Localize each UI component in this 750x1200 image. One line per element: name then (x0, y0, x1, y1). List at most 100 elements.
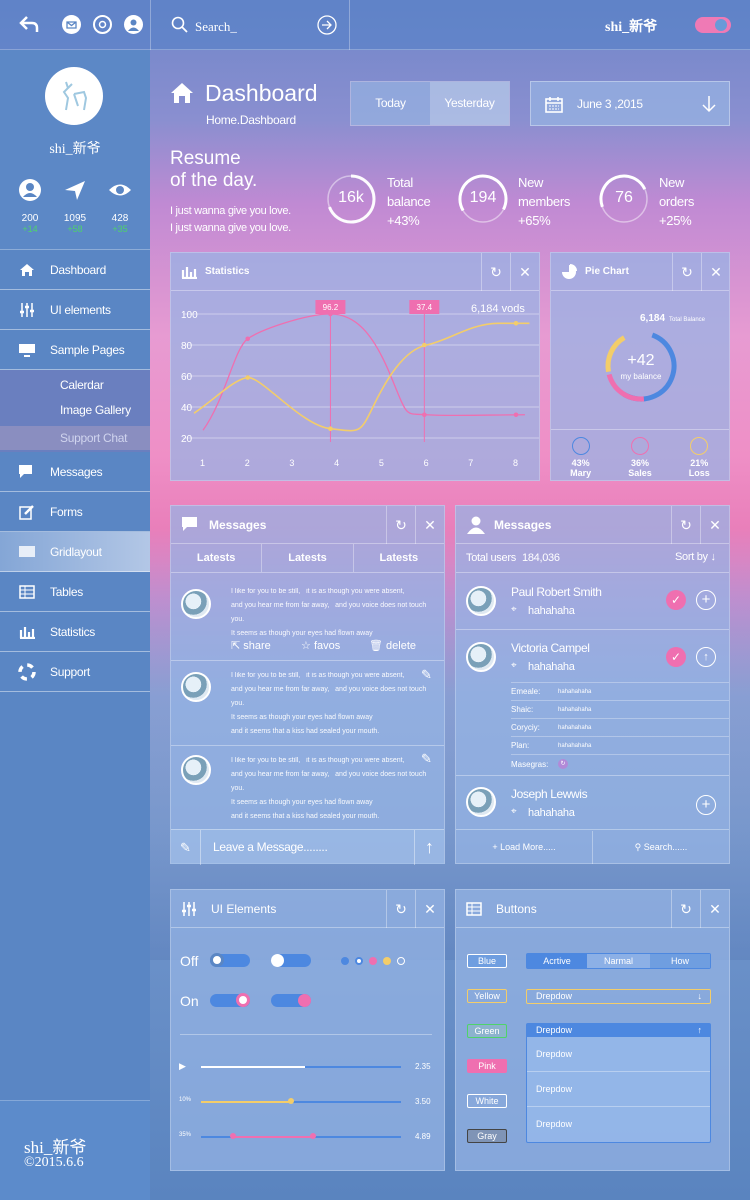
user-search-button[interactable]: ⚲ Search...... (634, 842, 688, 852)
dropdown-option[interactable]: Drepdow (536, 1119, 573, 1129)
avatar (181, 672, 211, 702)
green-button[interactable]: Green (467, 1024, 507, 1038)
close-button[interactable]: ✕ (701, 253, 730, 291)
check-button[interactable]: ✓ (666, 647, 686, 667)
radio-group[interactable] (341, 957, 405, 965)
yellow-button[interactable]: Yellow (467, 989, 507, 1003)
tab-latests[interactable]: Latests (262, 544, 354, 572)
person-icon (467, 516, 485, 534)
edit-icon[interactable]: ✎ (421, 667, 432, 682)
user-icon[interactable] (124, 15, 143, 34)
date-picker[interactable]: June 3 ,2015 (530, 81, 730, 126)
dropdown-option[interactable]: Drepdow (527, 1037, 710, 1072)
refresh-button[interactable]: ↻ (671, 506, 700, 544)
sub-image-gallery[interactable]: Image Gallery (60, 403, 131, 417)
tooltip-value: 37.4 (417, 303, 433, 312)
slider-1[interactable]: ▶ 2.35 (179, 1061, 431, 1071)
profile-panel: shi_新爷 200 +14 1095 +58 428 +35 (0, 50, 150, 250)
refresh-button[interactable]: ↻ (481, 253, 510, 291)
theme-toggle[interactable] (695, 17, 731, 33)
tab-latests[interactable]: Latests (379, 552, 419, 564)
location-icon: ⌖ (511, 660, 517, 671)
delete-action[interactable]: 🗑 delete (369, 640, 417, 652)
send-button[interactable]: ↑ (414, 830, 444, 865)
gray-button[interactable]: Gray (467, 1129, 507, 1143)
toggle-off[interactable] (210, 953, 250, 967)
y-tick-label: 80 (181, 341, 193, 352)
message-item[interactable]: ✎ I like for you to be still, it is as t… (171, 747, 444, 829)
favos-action[interactable]: ☆ favos (301, 640, 341, 652)
nav-statistics[interactable]: Statistics (0, 612, 150, 652)
nav-dashboard[interactable]: Dashboard (0, 250, 150, 290)
load-more-button[interactable]: + Load More..... (456, 831, 593, 864)
toggle-on[interactable] (210, 993, 250, 1007)
pie-center-label: my balance (620, 372, 662, 381)
nav-gridlayout[interactable]: Gridlayout (0, 532, 150, 572)
slider-3[interactable]: 35% 4.89 (179, 1132, 431, 1141)
card-header: Messages ↻ ✕ (171, 506, 444, 544)
breadcrumb[interactable]: Home.Dashboard (206, 113, 296, 127)
check-button[interactable]: ✓ (666, 590, 686, 610)
sort-by-button[interactable]: Sort by ↓ (675, 551, 716, 563)
close-button[interactable]: ✕ (415, 890, 444, 928)
message-item[interactable]: ✎ I like for you to be still, it is as t… (171, 662, 444, 746)
arrow-right-icon[interactable] (317, 15, 337, 35)
toggle-off-2[interactable] (271, 954, 311, 967)
x-tick-label: 8 (513, 458, 518, 468)
close-button[interactable]: ✕ (700, 890, 729, 928)
sub-calendar[interactable]: Calerdar (60, 378, 104, 392)
dropdown-option[interactable]: Drepdow (527, 1072, 710, 1107)
refresh-button[interactable]: ↻ (672, 253, 701, 291)
search-box[interactable]: Search_ (150, 0, 350, 50)
add-button[interactable]: + (696, 590, 716, 610)
nav-forms[interactable]: Forms (0, 492, 150, 532)
blue-button[interactable]: Blue (467, 954, 507, 968)
refresh-button[interactable]: ↻ (386, 506, 415, 544)
refresh-button[interactable]: ↻ (386, 890, 415, 928)
add-button[interactable]: + (696, 795, 716, 815)
message-input[interactable]: Leave a Message........ (213, 840, 328, 854)
refresh-button[interactable]: ↻ (671, 890, 700, 928)
arrow-down-icon[interactable] (701, 95, 717, 113)
pink-button[interactable]: Pink (467, 1059, 507, 1073)
mail-icon[interactable] (62, 15, 81, 34)
avatar (181, 755, 211, 785)
user-row[interactable]: Paul Robert Smith ⌖ hahahaha ✓ + (456, 575, 729, 630)
user-row[interactable]: Joseph Lewwis ⌖ hahahaha + (456, 777, 729, 830)
user-row[interactable]: Victoria Campel ⌖ hahahaha ✓ ↑ Emeale: ha… (456, 631, 729, 776)
avatar[interactable] (45, 67, 103, 125)
dropdown-header[interactable]: Drepdow ↑ (527, 1024, 710, 1037)
white-button[interactable]: White (467, 1094, 507, 1108)
search-input[interactable]: Search_ (195, 19, 237, 34)
dropdown-closed[interactable]: Drepdow ↓ (526, 989, 711, 1004)
dropdown-open[interactable]: Drepdow ↑ Drepdow Drepdow Drepdow (526, 1023, 711, 1143)
settings-icon[interactable] (93, 15, 112, 34)
back-icon[interactable] (18, 14, 40, 39)
close-button[interactable]: ✕ (415, 506, 444, 544)
nav-tables[interactable]: Tables (0, 572, 150, 612)
today-button[interactable]: Today (351, 82, 430, 125)
yesterday-button[interactable]: Yesterday (430, 82, 509, 125)
kpi-value: 76 (615, 189, 633, 206)
users-toolbar: Total users 184,036 Sort by ↓ (456, 544, 729, 573)
seg-how[interactable]: How (650, 954, 710, 968)
close-button[interactable]: ✕ (700, 506, 729, 544)
close-button[interactable]: ✕ (510, 253, 539, 291)
nav-sample-pages[interactable]: Sample Pages (0, 330, 150, 370)
tooltip-box (409, 300, 440, 314)
nav-ui-elements[interactable]: UI elements (0, 290, 150, 330)
nav-support[interactable]: Support (0, 652, 150, 692)
seg-normal[interactable]: Narmal (587, 954, 650, 968)
collapse-button[interactable]: ↑ (696, 647, 716, 667)
sub-support-chat[interactable]: Support Chat (0, 426, 150, 450)
message-item[interactable]: I like for you to be still, it is as tho… (171, 575, 444, 661)
edit-icon[interactable]: ✎ (421, 751, 432, 766)
toggle-on-2[interactable] (271, 994, 311, 1007)
share-action[interactable]: ⇱ share (231, 640, 271, 652)
slider-2[interactable]: 10% 3.50 (179, 1097, 431, 1106)
detail-row: Plan: hahahahaha (511, 737, 729, 755)
x-tick-label: 5 (379, 458, 384, 468)
nav-messages[interactable]: Messages (0, 452, 150, 492)
seg-active[interactable]: Acrtive (527, 954, 587, 968)
tab-latests[interactable]: Latests (171, 544, 263, 572)
